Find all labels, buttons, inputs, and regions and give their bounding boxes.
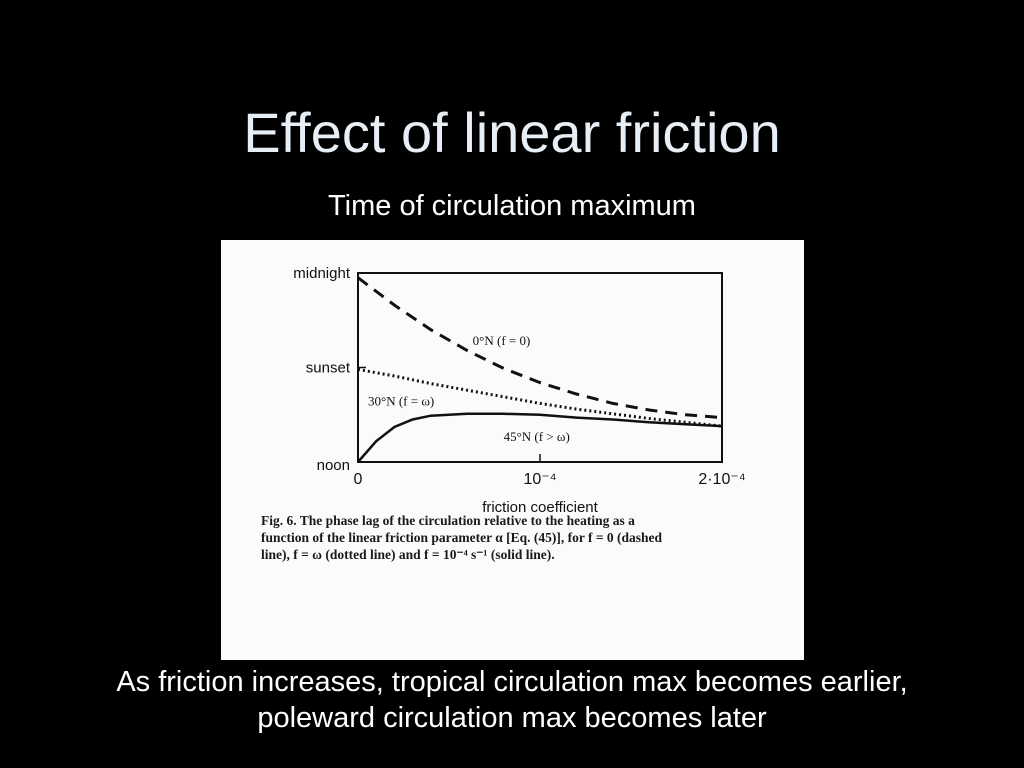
conclusion-line: As friction increases, tropical circulat… xyxy=(116,666,908,698)
caption-line: function of the linear friction paramete… xyxy=(261,530,663,545)
caption-line: line), f = ω (dotted line) and f = 10⁻⁴ … xyxy=(261,547,555,562)
conclusion-text: As friction increases, tropical circulat… xyxy=(0,664,1024,736)
series-line-dotted xyxy=(357,367,723,428)
series-layer xyxy=(357,276,723,463)
y-tick-label: midnight xyxy=(293,265,351,282)
annotation-layer: 0°N (f = 0) 30°N (f = ω) 45°N (f > ω) xyxy=(368,333,570,444)
slide-title: Effect of linear friction xyxy=(243,101,781,164)
x-axis-label: friction coefficient xyxy=(482,499,598,516)
caption-line: Fig. 6. The phase lag of the circulation… xyxy=(261,513,635,528)
y-tick-label: sunset xyxy=(306,360,351,377)
slide-subtitle: Time of circulation maximum xyxy=(328,190,696,222)
series-annotation: 0°N (f = 0) xyxy=(473,333,531,348)
x-tick-label: 0 xyxy=(354,471,363,488)
series-line-solid xyxy=(357,412,723,463)
y-tick-label: noon xyxy=(317,457,350,474)
series-annotation: 45°N (f > ω) xyxy=(504,429,570,444)
series-line-dashed xyxy=(357,276,723,420)
x-tick-label: 10⁻⁴ xyxy=(523,471,556,488)
x-ticks: 0 10⁻⁴ 2·10⁻⁴ xyxy=(354,454,746,488)
figure-caption: Fig. 6. The phase lag of the circulation… xyxy=(261,512,781,563)
y-ticks: noon sunset midnight xyxy=(293,265,366,474)
chart-svg: noon sunset midnight 0 10⁻⁴ 2·10⁻⁴ 0°N (f = … xyxy=(293,265,746,516)
figure-panel: noon sunset midnight 0 10⁻⁴ 2·10⁻⁴ 0°N (f = … xyxy=(221,240,804,660)
conclusion-line: poleward circulation max becomes later xyxy=(257,702,767,734)
series-annotation: 30°N (f = ω) xyxy=(368,393,434,408)
x-tick-label: 2·10⁻⁴ xyxy=(698,471,745,488)
